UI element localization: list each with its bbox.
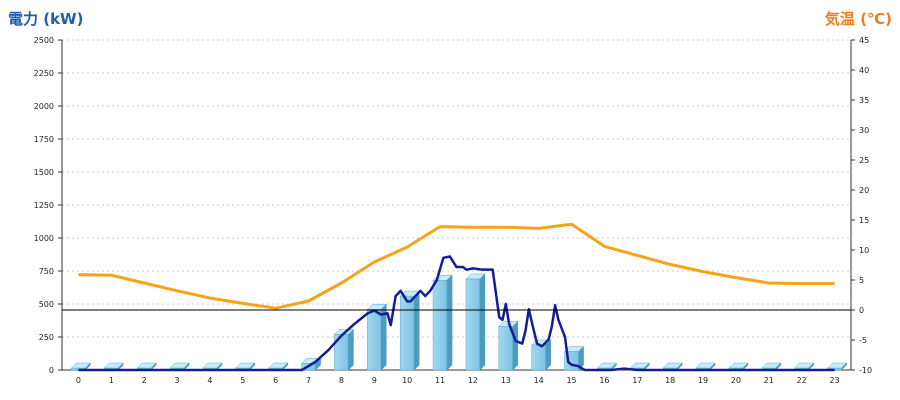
power-bar [333,328,355,371]
power-bar-side [381,303,387,371]
right-tick-label: 45 [859,36,869,45]
x-tick-label: 16 [599,376,609,385]
power-line [78,255,835,372]
x-tick-label: 15 [566,376,576,385]
x-tick-label: 4 [207,376,212,385]
right-tick-label: 40 [859,66,869,75]
x-tick-label: 5 [240,376,245,385]
right-tick-label: 10 [859,246,869,255]
x-tick-label: 8 [339,376,344,385]
power-bar-front [432,279,448,371]
power-bar [465,273,486,371]
power-bar-front [498,326,514,371]
left-tick-label: 750 [39,267,54,276]
tick-labels: 02505007501000125015001750200022502500-1… [34,36,872,385]
power-bars [70,273,848,371]
power-bar-side [479,273,486,371]
x-tick-label: 11 [435,376,445,385]
right-tick-label: 5 [859,276,864,285]
power-bar [366,303,387,371]
left-tick-label: 0 [49,366,54,375]
right-tick-label: -5 [859,336,867,345]
right-tick-label: 0 [859,306,864,315]
x-tick-label: 1 [109,376,114,385]
x-tick-label: 17 [632,376,642,385]
left-tick-label: 250 [39,333,54,342]
power-bar-front [367,309,382,371]
power-bar-side [348,328,354,371]
x-tick-label: 22 [797,376,807,385]
left-tick-label: 500 [39,300,54,309]
power-bar-front [531,344,546,371]
x-tick-label: 7 [306,376,311,385]
power-bar-front [465,278,481,371]
left-tick-label: 2500 [34,36,54,45]
left-tick-label: 1750 [34,135,54,144]
temperature-line [78,222,835,310]
x-tick-label: 6 [273,376,278,385]
x-tick-label: 18 [665,376,675,385]
right-tick-label: -10 [859,366,872,375]
right-tick-label: 25 [859,156,869,165]
power-bar-side [578,345,584,371]
x-tick-label: 19 [698,376,708,385]
left-tick-label: 2000 [34,102,54,111]
power-line-series [78,255,835,372]
x-tick-label: 12 [468,376,478,385]
left-axis-title: 電力 (kW) [8,10,84,28]
right-tick-label: 30 [859,126,869,135]
power-bar [399,290,420,371]
left-tick-label: 2250 [34,69,54,78]
grid [62,39,851,338]
left-tick-label: 1250 [34,201,54,210]
left-tick-label: 1000 [34,234,54,243]
x-tick-label: 9 [372,376,377,385]
right-tick-label: 35 [859,96,869,105]
power-bar-side [512,320,519,371]
x-tick-label: 2 [142,376,147,385]
temperature-series [78,222,835,310]
x-tick-label: 10 [402,376,412,385]
x-tick-label: 13 [501,376,511,385]
right-tick-label: 15 [859,216,869,225]
power-bar-side [446,274,453,371]
x-tick-label: 20 [731,376,741,385]
power-bar [498,320,519,371]
power-bar-side [841,362,847,371]
x-tick-label: 3 [175,376,180,385]
left-tick-label: 1500 [34,168,54,177]
power-bar-side [413,290,420,371]
power-bar-side [545,339,551,371]
x-tick-label: 0 [76,376,81,385]
right-tick-label: 20 [859,186,869,195]
x-tick-label: 23 [829,376,839,385]
power-bar [432,274,453,371]
x-tick-label: 14 [534,376,544,385]
x-tick-label: 21 [764,376,774,385]
right-axis-title: 気温 (℃) [824,10,892,28]
power-bar-front [399,295,415,371]
